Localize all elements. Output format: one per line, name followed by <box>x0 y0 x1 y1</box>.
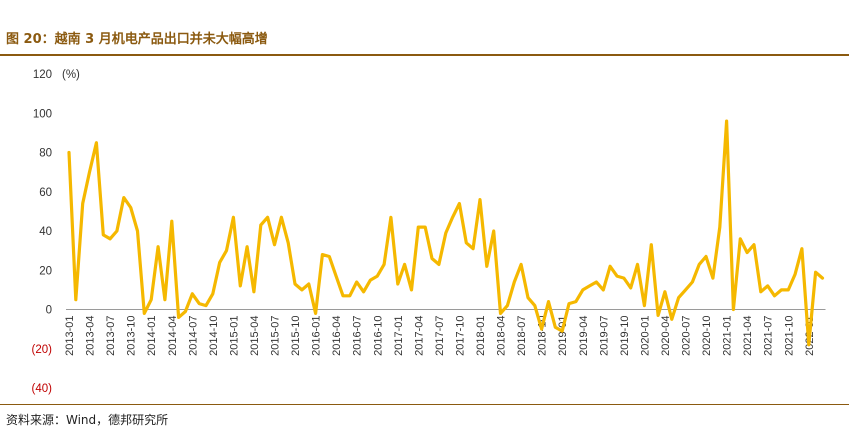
x-tick-label: 2014-01 <box>146 316 158 356</box>
x-tick-label: 2013-01 <box>64 316 76 356</box>
x-tick-label: 2014-07 <box>187 316 199 356</box>
y-tick-label: 60 <box>39 187 52 199</box>
y-tick-label: 40 <box>39 226 52 238</box>
y-tick-label: (40) <box>32 383 53 395</box>
x-tick-label: 2015-04 <box>249 316 261 356</box>
x-tick-label: 2015-07 <box>270 316 282 356</box>
y-tick-label: 80 <box>39 148 52 160</box>
x-tick-label: 2017-01 <box>393 316 405 356</box>
y-axis-ticks: 120 100 80 60 40 20 0 (20) (40) <box>32 69 53 395</box>
y-axis-unit-label: (%) <box>62 69 80 81</box>
x-tick-label: 2014-04 <box>167 316 179 356</box>
x-tick-label: 2020-04 <box>660 316 672 356</box>
x-axis-ticks: 2013-01 2013-04 2013-07 2013-10 2014-01 2014-… <box>64 316 816 356</box>
x-tick-label: 2019-07 <box>598 316 610 356</box>
x-tick-label: 2015-10 <box>290 316 302 356</box>
x-tick-label: 2014-10 <box>208 316 220 356</box>
y-tick-label: 100 <box>33 108 52 120</box>
source-note: 资料来源：Wind，德邦研究所 <box>6 413 169 427</box>
x-tick-label: 2020-01 <box>639 316 651 356</box>
x-tick-label: 2013-10 <box>126 316 138 356</box>
x-tick-label: 2019-04 <box>578 316 590 356</box>
x-tick-label: 2016-01 <box>311 316 323 356</box>
x-tick-label: 2018-01 <box>475 316 487 356</box>
y-tick-label: 120 <box>33 69 52 81</box>
y-tick-label: (20) <box>32 344 53 356</box>
x-tick-label: 2021-07 <box>763 316 775 356</box>
x-tick-label: 2015-01 <box>228 316 240 356</box>
x-tick-label: 2018-07 <box>516 316 528 356</box>
footer-rule <box>0 404 849 405</box>
x-tick-label: 2016-10 <box>372 316 384 356</box>
x-tick-label: 2019-10 <box>619 316 631 356</box>
x-tick-label: 2020-07 <box>681 316 693 356</box>
x-tick-label: 2016-04 <box>331 316 343 356</box>
chart-title: 图 20：越南 3 月机电产品出口并未大幅高增 <box>6 32 268 47</box>
x-tick-label: 2017-07 <box>434 316 446 356</box>
title-rule <box>0 54 849 56</box>
x-tick-label: 2017-10 <box>454 316 466 356</box>
x-tick-label: 2020-10 <box>701 316 713 356</box>
series-line <box>67 119 825 347</box>
y-tick-label: 20 <box>39 265 52 277</box>
x-tick-label: 2021-01 <box>722 316 734 356</box>
x-tick-label: 2017-04 <box>413 316 425 356</box>
x-tick-label: 2021-10 <box>783 316 795 356</box>
x-tick-label: 2019-01 <box>557 316 569 356</box>
x-tick-label: 2013-04 <box>85 316 97 356</box>
x-tick-label: 2016-07 <box>352 316 364 356</box>
x-tick-label: 2013-07 <box>105 316 117 356</box>
x-tick-label: 2018-04 <box>496 316 508 356</box>
y-tick-label: 0 <box>46 305 52 317</box>
x-tick-label: 2021-04 <box>742 316 754 356</box>
